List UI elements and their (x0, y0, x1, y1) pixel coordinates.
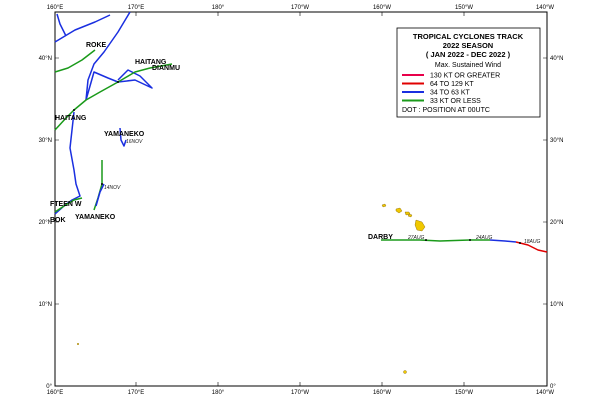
legend-box (396, 27, 541, 118)
lon-label: 160°E (47, 390, 63, 396)
lat-label: 0° (550, 384, 556, 390)
legend-title: 2022 SEASON (443, 41, 493, 50)
lat-label: 30°N (550, 138, 563, 144)
legend-label: 130 KT OR GREATER (430, 73, 500, 80)
lat-label: 40°N (39, 56, 52, 62)
lon-label: 170°E (128, 390, 144, 396)
legend-subtitle: Max. Sustained Wind (435, 62, 501, 69)
tracks (54, 11, 548, 253)
lon-labels-top: 160°E 170°E 180° 170°W 160°W 150°W 140°W (47, 5, 555, 11)
storm-name: HAITANG (135, 59, 167, 66)
lon-label: 160°W (373, 390, 391, 396)
legend-title: ( JAN 2022 - DEC 2022 ) (426, 50, 511, 59)
lon-label: 140°W (536, 5, 554, 11)
legend-title: TROPICAL CYCLONES TRACK (413, 32, 524, 41)
lon-label: 170°W (291, 5, 309, 11)
storm-name: HAITANG (55, 115, 87, 122)
legend-label: 64 TO 129 KT (430, 81, 474, 88)
lon-label: 160°W (373, 5, 391, 11)
date-label: 27AUG (407, 235, 425, 241)
storm-name: FTEEN W (50, 201, 82, 208)
lat-label: 10°N (39, 302, 52, 308)
lat-label: 10°N (550, 302, 563, 308)
storm-name: BOK (50, 217, 66, 224)
date-label: 16NOV (126, 139, 143, 145)
lon-label: 150°W (455, 5, 473, 11)
lat-label: 30°N (39, 138, 52, 144)
legend-label: 33 KT OR LESS (430, 98, 481, 105)
lon-label: 170°W (291, 390, 309, 396)
date-label: 14NOV (104, 185, 121, 191)
storm-name: YAMANEKO (75, 214, 116, 221)
lat-labels-left: 0° 10°N 20°N 30°N 40°N (39, 56, 53, 390)
date-label: 18AUG (524, 239, 541, 245)
lon-labels-bottom: 160°E 170°E 180° 170°W 160°W 150°W 140°W (47, 390, 555, 396)
date-label: 24AUG (475, 235, 493, 241)
lat-label: 20°N (550, 220, 563, 226)
islands (76, 203, 426, 374)
storm-name: DARBY (368, 234, 393, 241)
legend-note: DOT : POSITION AT 00UTC (402, 107, 490, 114)
lat-labels-right: 0° 10°N 20°N 30°N 40°N (550, 56, 563, 390)
legend: TROPICAL CYCLONES TRACK 2022 SEASON ( JA… (396, 27, 541, 118)
track-dots (73, 81, 521, 244)
date-labels: 16NOV 14NOV 27AUG 24AUG 18AUG (104, 139, 541, 245)
storm-name: ROKE (86, 42, 107, 49)
legend-label: 34 TO 63 KT (430, 90, 471, 97)
storm-name: YAMANEKO (104, 131, 145, 138)
lat-label: 0° (46, 384, 52, 390)
lon-label: 170°E (128, 5, 144, 11)
tick-marks (55, 12, 547, 386)
lon-label: 180° (212, 390, 225, 396)
lat-label: 20°N (39, 220, 52, 226)
lon-label: 160°E (47, 5, 63, 11)
lon-label: 150°W (455, 390, 473, 396)
lat-label: 40°N (550, 56, 563, 62)
lon-label: 140°W (536, 390, 554, 396)
lon-label: 180° (212, 5, 225, 11)
storm-name: DIANMU (152, 65, 180, 72)
storm-names: ROKE HAITANG DIANMU HAITANG YAMANEKO FTE… (50, 42, 393, 241)
